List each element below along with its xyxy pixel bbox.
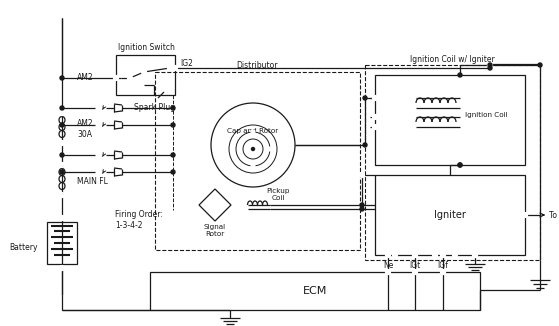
- Circle shape: [386, 253, 391, 258]
- Text: Cap and Rotor: Cap and Rotor: [228, 128, 278, 134]
- Text: AM2
30A: AM2 30A: [77, 119, 93, 139]
- Circle shape: [251, 130, 255, 134]
- Circle shape: [59, 162, 64, 168]
- Text: Igniter: Igniter: [434, 210, 466, 220]
- Bar: [155, 72, 360, 250]
- Circle shape: [268, 147, 272, 151]
- Circle shape: [488, 63, 492, 67]
- Circle shape: [60, 153, 64, 157]
- Bar: [150, 272, 480, 310]
- Circle shape: [171, 123, 175, 127]
- Text: Ignition Coil: Ignition Coil: [465, 112, 508, 118]
- Text: Distributor: Distributor: [236, 62, 278, 70]
- Circle shape: [60, 106, 64, 110]
- Circle shape: [472, 253, 477, 258]
- Circle shape: [59, 111, 64, 115]
- Circle shape: [252, 147, 254, 151]
- Circle shape: [60, 76, 64, 80]
- Circle shape: [59, 141, 64, 145]
- Circle shape: [127, 76, 132, 81]
- Bar: [47, 222, 77, 264]
- Circle shape: [458, 163, 462, 167]
- Circle shape: [392, 253, 397, 258]
- Text: MAIN FL: MAIN FL: [77, 176, 108, 185]
- Text: Signal
Rotor: Signal Rotor: [204, 224, 226, 236]
- Circle shape: [171, 153, 175, 157]
- Text: Pickup
Coil: Pickup Coil: [266, 188, 290, 201]
- Circle shape: [386, 270, 391, 274]
- Circle shape: [433, 253, 438, 258]
- Text: Spark Plug: Spark Plug: [134, 103, 175, 112]
- Text: ECM: ECM: [303, 286, 327, 296]
- Bar: [116, 55, 175, 95]
- Text: Firing Order:
1-3-4-2: Firing Order: 1-3-4-2: [115, 210, 163, 230]
- Text: Ignition Switch: Ignition Switch: [117, 43, 174, 52]
- Circle shape: [413, 253, 418, 258]
- Circle shape: [59, 192, 64, 198]
- Circle shape: [173, 66, 178, 70]
- Text: Battery: Battery: [10, 244, 38, 253]
- Circle shape: [359, 172, 364, 177]
- Bar: [375, 75, 525, 165]
- Circle shape: [538, 63, 542, 67]
- Text: To DLC1: To DLC1: [549, 211, 559, 219]
- Text: Ignition Coil w/ Igniter: Ignition Coil w/ Igniter: [410, 54, 494, 64]
- Circle shape: [523, 213, 528, 217]
- Circle shape: [59, 265, 64, 271]
- Bar: [365, 65, 540, 260]
- Circle shape: [372, 125, 377, 129]
- Circle shape: [113, 76, 119, 81]
- Text: Ne: Ne: [383, 261, 393, 271]
- Circle shape: [458, 73, 462, 77]
- Circle shape: [458, 163, 462, 167]
- Circle shape: [440, 253, 446, 258]
- Bar: [375, 175, 525, 255]
- Circle shape: [413, 253, 418, 258]
- Circle shape: [413, 270, 418, 274]
- Text: IGt: IGt: [409, 261, 420, 271]
- Circle shape: [360, 207, 364, 211]
- Circle shape: [487, 63, 492, 67]
- Circle shape: [141, 69, 146, 75]
- Circle shape: [363, 96, 367, 100]
- Circle shape: [171, 170, 175, 174]
- Circle shape: [452, 253, 457, 258]
- Text: IGf: IGf: [438, 261, 448, 271]
- Text: AM2: AM2: [77, 73, 93, 82]
- Circle shape: [171, 106, 175, 110]
- Circle shape: [60, 123, 64, 127]
- Circle shape: [251, 164, 255, 168]
- Circle shape: [168, 66, 173, 70]
- Text: IG2: IG2: [180, 60, 193, 68]
- Circle shape: [363, 143, 367, 147]
- Circle shape: [488, 66, 492, 70]
- Circle shape: [360, 203, 364, 207]
- Circle shape: [472, 253, 477, 258]
- Circle shape: [372, 96, 377, 100]
- Circle shape: [372, 114, 377, 120]
- Circle shape: [59, 215, 64, 220]
- Circle shape: [440, 270, 446, 274]
- Circle shape: [60, 170, 64, 174]
